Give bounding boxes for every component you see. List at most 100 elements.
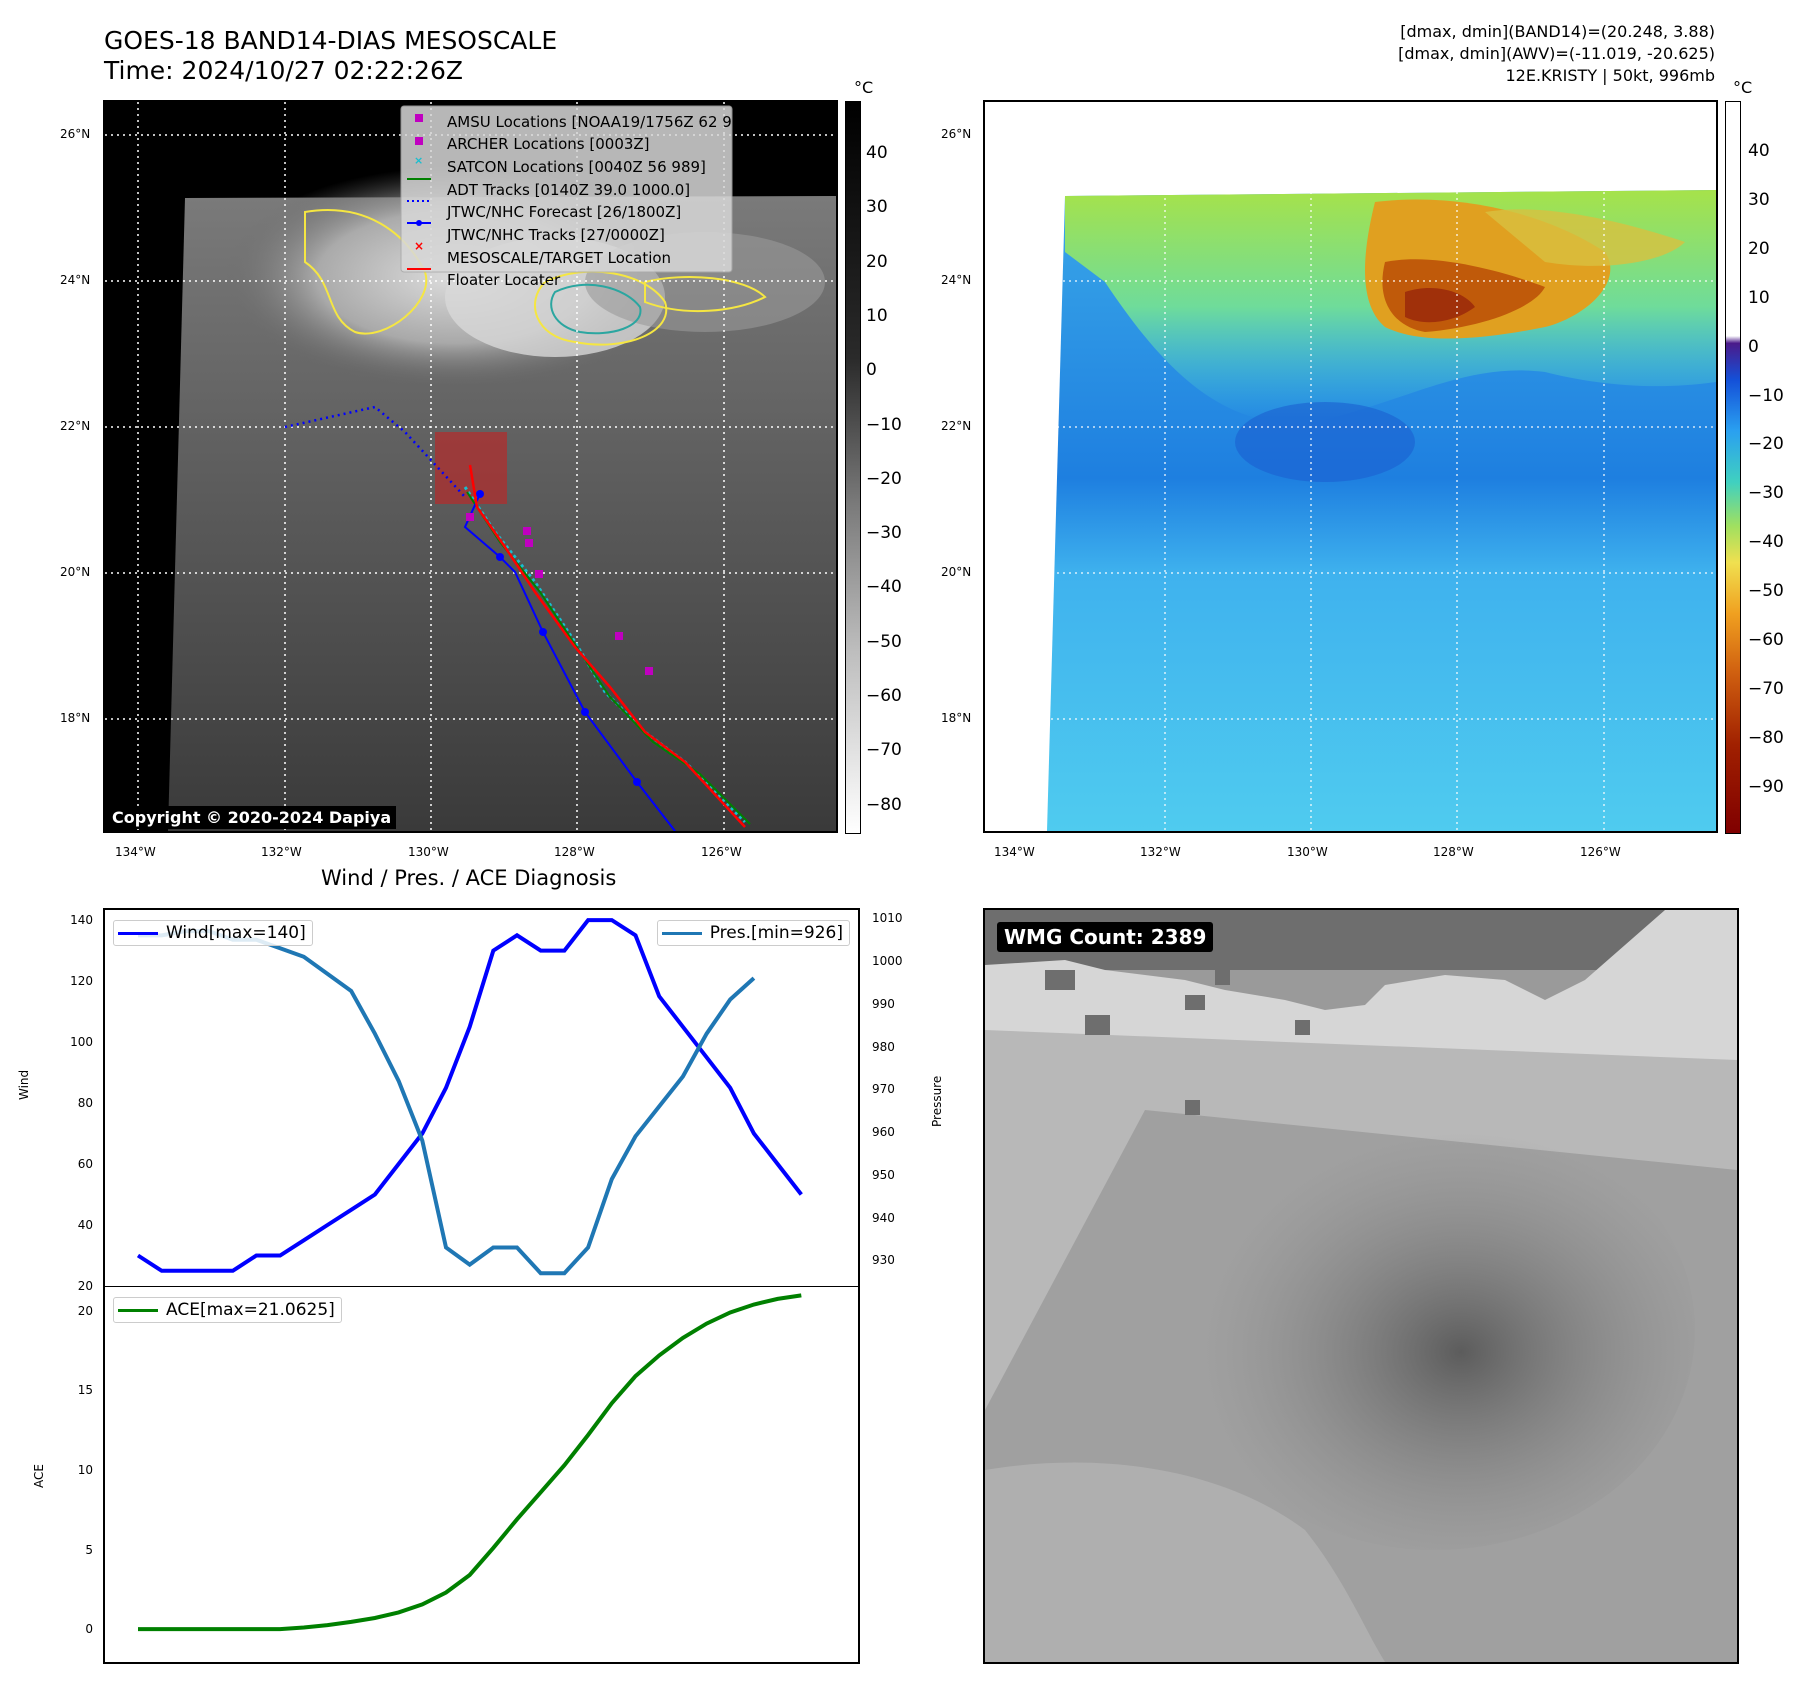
- band14-lat-22: 22°N: [60, 419, 91, 433]
- ace-legend: ACE[max=21.0625]: [113, 1297, 342, 1323]
- awv-colorbar-tick: 20: [1748, 238, 1770, 259]
- awv-map-panel: [983, 100, 1718, 833]
- y-right-tick-label: 980: [872, 1039, 895, 1054]
- y-right-tick-label: 960: [872, 1125, 895, 1140]
- y-tick-label: 140: [70, 913, 93, 928]
- wind-legend: Wind[max=140]: [113, 920, 313, 946]
- legend-label-forecast: JTWC/NHC Forecast [26/1800Z]: [447, 203, 682, 221]
- band14-lat-26: 26°N: [60, 127, 91, 141]
- awv-colorbar: [1725, 101, 1741, 834]
- wmg-panel: WMG Count: 2389: [983, 908, 1739, 1664]
- band14-title-line1: GOES-18 BAND14-DIAS MESOSCALE: [104, 26, 558, 55]
- awv-lon-134: 134°W: [994, 845, 1035, 859]
- awv-colorbar-tick: −10: [1748, 385, 1784, 406]
- copyright-badge: Copyright © 2020-2024 Dapiya: [107, 806, 397, 829]
- amsu-archer-markers: [466, 513, 653, 675]
- y-right-tick-label: 970: [872, 1082, 895, 1097]
- awv-colorbar-tick: −80: [1748, 727, 1784, 748]
- awv-grid: [985, 102, 1716, 831]
- y-tick-label: 20: [77, 1279, 93, 1293]
- pressure-legend-label: Pres.[min=926]: [709, 923, 843, 943]
- awv-colorbar-tick: 0: [1748, 336, 1759, 357]
- band14-colorbar-tick: −60: [866, 686, 902, 706]
- y-right-tick-label: 1010: [872, 911, 903, 926]
- band14-colorbar-tick: −50: [866, 631, 902, 652]
- y-tick-label: 60: [77, 1157, 93, 1172]
- legend-label-tracks: JTWC/NHC Tracks [27/0000Z]: [447, 226, 665, 244]
- band14-colorbar-tick: 30: [866, 197, 888, 218]
- band14-map-panel: × × AMSU Locations [NOAA19/1756Z 62 982]…: [103, 100, 838, 833]
- pressure-legend: Pres.[min=926]: [656, 920, 850, 946]
- band14-lon-134: 134°W: [115, 845, 156, 859]
- awv-lat-22: 22°N: [941, 419, 972, 433]
- legend-label-amsu: AMSU Locations [NOAA19/1756Z 62 982]: [447, 113, 757, 131]
- awv-colorbar-tick: −70: [1748, 678, 1784, 699]
- awv-info-line1: [dmax, dmin](BAND14)=(20.248, 3.88): [1400, 22, 1715, 41]
- legend-label-target: MESOSCALE/TARGET Location: [447, 249, 672, 267]
- ace-legend-label: ACE[max=21.0625]: [166, 1300, 335, 1320]
- y-tick-label: 20: [77, 1303, 93, 1318]
- band14-legend: × ×: [400, 105, 733, 273]
- y-right-tick-label: 1000: [872, 954, 903, 969]
- band14-title-line2: Time: 2024/10/27 02:22:26Z: [104, 56, 463, 85]
- awv-colorbar-tick: −20: [1748, 434, 1784, 455]
- legend-label-satcon: SATCON Locations [0040Z 56 989]: [447, 158, 706, 176]
- awv-map-image: [985, 102, 1716, 831]
- awv-lat-18: 18°N: [941, 711, 972, 725]
- awv-lon-128: 128°W: [1433, 845, 1474, 859]
- y-tick-label: 5: [85, 1542, 93, 1557]
- awv-colorbar-tick: −30: [1748, 483, 1784, 504]
- awv-colorbar-tick: −60: [1748, 630, 1784, 650]
- wmg-count-badge: WMG Count: 2389: [997, 922, 1214, 952]
- band14-lat-18: 18°N: [60, 711, 91, 725]
- legend-label-archer: ARCHER Locations [0003Z]: [447, 135, 650, 153]
- awv-colorbar-tick: 30: [1748, 189, 1770, 210]
- awv-colorbar-tick: 40: [1748, 141, 1770, 161]
- awv-lat-24: 24°N: [941, 273, 972, 287]
- wind-pressure-plot: [136, 918, 803, 1276]
- floater-locater-track: [468, 464, 746, 828]
- y-right-tick-label: 940: [872, 1210, 895, 1225]
- ace-plot: [138, 1293, 802, 1632]
- band14-colorbar: [845, 101, 861, 834]
- awv-info-line3: 12E.KRISTY | 50kt, 996mb: [1505, 66, 1716, 85]
- awv-info-line2: [dmax, dmin](AWV)=(-11.019, -20.625): [1398, 44, 1715, 63]
- band14-colorbar-tick: −30: [866, 523, 902, 544]
- legend-label-adt: ADT Tracks [0140Z 39.0 1000.0]: [447, 181, 691, 199]
- y-right-tick-label: 950: [872, 1167, 895, 1182]
- band14-colorbar-tick: −70: [866, 740, 902, 761]
- pressure-axis-label: Pressure: [930, 1075, 944, 1127]
- band14-colorbar-tick: 10: [866, 305, 888, 326]
- wind-pressure-panel: Wind[max=140] Pres.[min=926]: [103, 908, 860, 1287]
- awv-colorbar-unit: °C: [1733, 78, 1753, 97]
- band14-colorbar-tick: 20: [866, 251, 888, 272]
- band14-colorbar-tick: −10: [866, 414, 902, 435]
- y-tick-label: 0: [85, 1622, 93, 1637]
- band14-lon-126: 126°W: [701, 845, 742, 859]
- y-tick-label: 120: [70, 974, 93, 989]
- svg-text:×: ×: [414, 154, 423, 167]
- band14-colorbar-unit: °C: [854, 78, 874, 97]
- diagnosis-title: Wind / Pres. / ACE Diagnosis: [321, 866, 617, 890]
- y-tick-label: 80: [77, 1096, 93, 1111]
- band14-lat-20: 20°N: [60, 565, 91, 579]
- awv-lon-132: 132°W: [1140, 845, 1181, 859]
- y-tick-label: 10: [77, 1462, 93, 1477]
- y-right-tick-label: 930: [872, 1253, 895, 1268]
- band14-lon-130: 130°W: [408, 845, 449, 859]
- wind-axis-label: Wind: [17, 1069, 31, 1100]
- wind-legend-label: Wind[max=140]: [166, 923, 306, 943]
- jtwc-forecast-track: [284, 405, 466, 498]
- band14-colorbar-tick: −40: [866, 577, 902, 598]
- legend-label-floater: Floater Locater: [447, 271, 561, 289]
- awv-colorbar-tick: −40: [1748, 532, 1784, 553]
- jtwc-best-track: [463, 493, 676, 831]
- y-right-tick-label: 990: [872, 996, 895, 1011]
- awv-colorbar-tick: −90: [1748, 776, 1784, 797]
- series-line-0: [136, 918, 803, 1273]
- band14-lon-128: 128°W: [554, 845, 595, 859]
- awv-lon-126: 126°W: [1580, 845, 1621, 859]
- y-tick-label: 40: [77, 1218, 93, 1233]
- band14-colorbar-tick: −20: [866, 468, 902, 489]
- series-line-0: [138, 1293, 802, 1632]
